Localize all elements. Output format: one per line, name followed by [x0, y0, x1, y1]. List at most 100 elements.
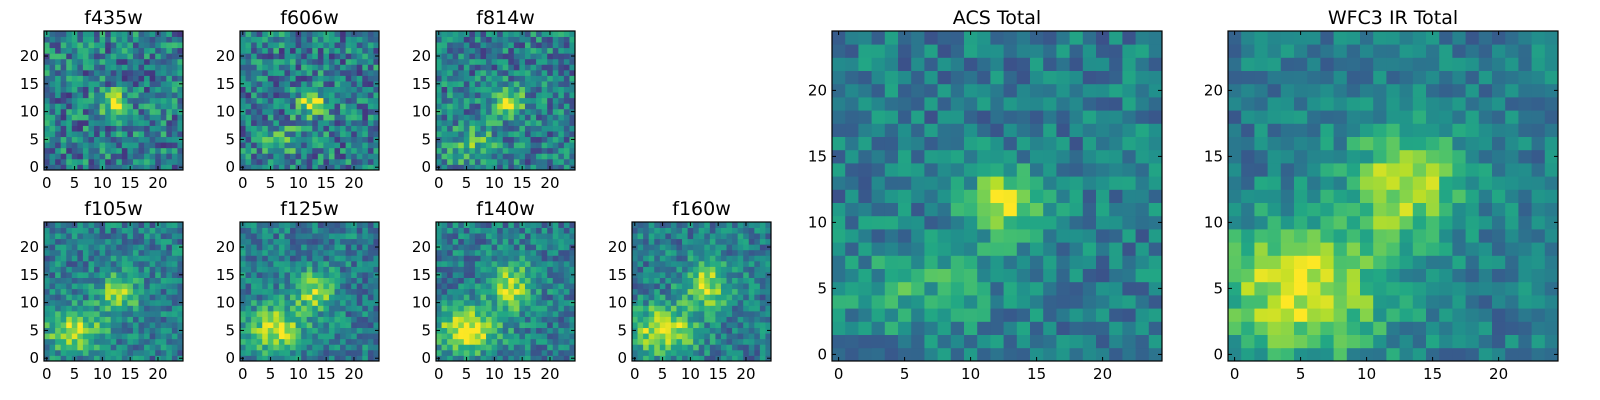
heatmap-cell [251, 288, 258, 295]
heatmap-cell [149, 244, 156, 251]
heatmap-cell [720, 233, 727, 240]
heatmap-cell [754, 255, 761, 262]
heatmap-cell [290, 75, 296, 82]
heatmap-cell [497, 355, 504, 362]
x-tick-label: 5 [658, 365, 668, 383]
heatmap-cell [637, 344, 644, 351]
heatmap-cell [88, 164, 95, 171]
heatmap-cell [659, 288, 666, 295]
heatmap-cell [351, 333, 358, 340]
heatmap-cell [71, 36, 78, 43]
heatmap-cell [328, 42, 335, 49]
heatmap-cell [295, 86, 302, 93]
heatmap-cell [77, 47, 84, 54]
heatmap-cell [334, 338, 341, 345]
heatmap-cell [898, 347, 912, 362]
heatmap-cell [301, 344, 308, 351]
heatmap-cell [447, 81, 454, 87]
heatmap-cell [715, 299, 722, 306]
heatmap-cell [345, 305, 352, 312]
heatmap-cell [687, 249, 694, 256]
heatmap-cell [166, 322, 173, 329]
heatmap-cell [924, 202, 938, 217]
heatmap-cell [240, 47, 246, 54]
heatmap-cell [132, 64, 139, 71]
heatmap-cell [682, 249, 688, 256]
heatmap-cell [441, 86, 448, 93]
heatmap-cell [536, 322, 543, 329]
heatmap-cell [132, 322, 139, 329]
heatmap-cell [245, 222, 252, 228]
heatmap-cell [351, 136, 358, 143]
heatmap-cell [924, 215, 938, 230]
heatmap-cell [245, 97, 252, 104]
heatmap-cell [373, 238, 380, 245]
heatmap-cell [166, 131, 173, 138]
heatmap-cell [60, 349, 67, 356]
heatmap-cell [447, 299, 454, 306]
heatmap-cell [323, 316, 330, 323]
heatmap-cell [367, 338, 374, 345]
heatmap-cell [77, 349, 84, 356]
heatmap-cell [328, 81, 335, 87]
heatmap-cell [693, 288, 700, 295]
heatmap-cell [49, 153, 56, 160]
heatmap-cell [94, 222, 100, 228]
heatmap-cell [144, 299, 151, 306]
heatmap-cell [273, 97, 280, 104]
heatmap-cell [240, 147, 246, 154]
heatmap-cell [732, 227, 739, 234]
heatmap-cell [290, 222, 296, 228]
heatmap-cell [362, 344, 369, 351]
heatmap-cell [693, 244, 700, 251]
heatmap-cell [273, 349, 280, 356]
heatmap-cell [632, 316, 638, 323]
heatmap-cell [132, 103, 139, 110]
heatmap-cell [530, 294, 537, 301]
heatmap-cell [637, 316, 644, 323]
heatmap-cell [637, 294, 644, 301]
heatmap-cell [323, 75, 330, 82]
heatmap-cell [77, 322, 84, 329]
heatmap-cell [552, 153, 559, 160]
heatmap-cell [110, 283, 117, 290]
heatmap-cell [541, 283, 548, 290]
heatmap-cell [508, 238, 515, 245]
heatmap-cell [648, 238, 655, 245]
heatmap-cell [709, 227, 716, 234]
heatmap-cell [497, 108, 504, 115]
heatmap-cell [144, 108, 151, 115]
heatmap-cell [144, 97, 151, 104]
heatmap-cell [155, 244, 162, 251]
heatmap-cell [508, 58, 515, 65]
heatmap-cell [267, 86, 274, 93]
heatmap-cell [110, 260, 117, 267]
heatmap-cell [463, 119, 470, 126]
heatmap-cell [49, 81, 56, 87]
heatmap-cell [748, 277, 755, 284]
heatmap-cell [832, 347, 846, 362]
heatmap-cell [116, 36, 123, 43]
heatmap-cell [480, 36, 487, 43]
heatmap-cell [105, 81, 112, 87]
heatmap-cell [463, 97, 470, 104]
heatmap-cell [312, 288, 319, 295]
heatmap-cell [469, 147, 476, 154]
heatmap-cell [116, 164, 123, 171]
heatmap-cell [44, 233, 50, 240]
heatmap-cell [340, 277, 347, 284]
heatmap-cell [306, 288, 313, 295]
heatmap-cell [497, 75, 504, 82]
heatmap-cell [491, 158, 498, 165]
heatmap-cell [94, 81, 100, 87]
heatmap-cell [447, 69, 454, 76]
heatmap-cell [441, 103, 448, 110]
heatmap-cell [1043, 215, 1057, 230]
heatmap-cell [373, 142, 380, 149]
heatmap-cell [884, 295, 899, 309]
heatmap-cell [284, 255, 291, 262]
heatmap-cell [251, 147, 258, 154]
heatmap-cell [278, 119, 285, 126]
heatmap-cell [654, 288, 661, 295]
